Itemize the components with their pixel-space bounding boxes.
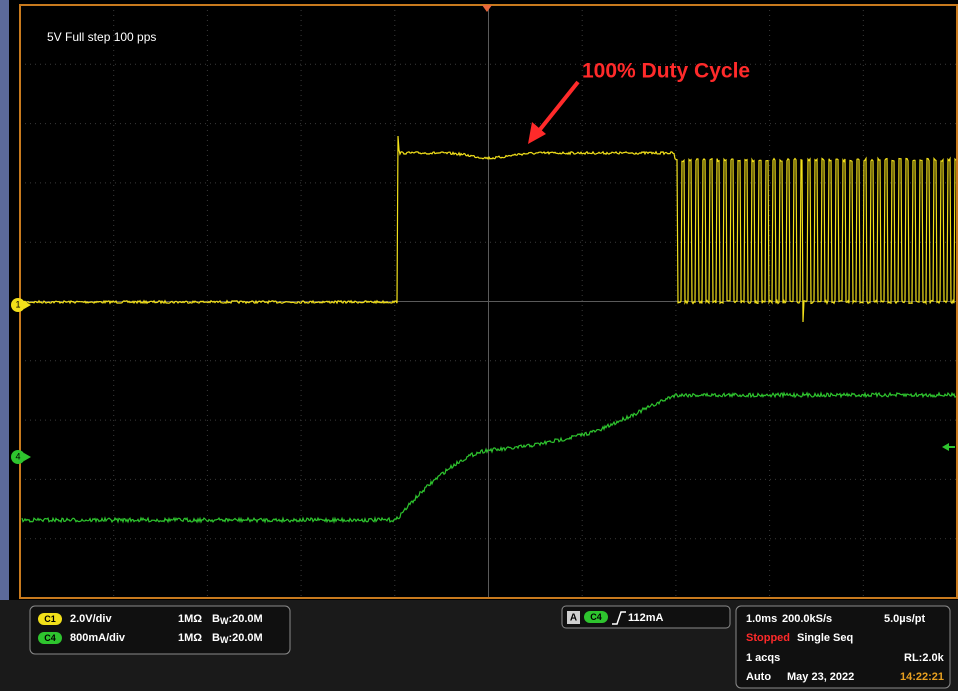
ch4-scale: 800mA/div	[70, 632, 126, 644]
annotation-arrow	[536, 80, 580, 134]
ch4-marker	[11, 450, 25, 464]
trigger-position-marker	[482, 5, 492, 12]
trigger-source-badge	[584, 611, 608, 623]
ch1-marker	[11, 298, 25, 312]
ch1-impedance: 1MΩ	[178, 613, 202, 625]
acq-sequence: Single Seq	[797, 632, 853, 644]
ch4-marker-label: 4	[15, 451, 20, 461]
annotation-arrowhead	[528, 122, 546, 144]
trigger-mode-box	[567, 611, 580, 624]
acquisition-panel	[735, 605, 951, 689]
ch4-trace	[21, 391, 957, 525]
ch1-marker-label: 1	[15, 299, 20, 309]
timebase: 1.0ms	[746, 613, 777, 625]
annotation: 100% Duty Cycle	[582, 60, 750, 83]
ch1-badge-label: C1	[44, 614, 56, 624]
bw-value: :20.0M	[228, 632, 262, 644]
bw-prefix: B	[212, 613, 220, 625]
trigger-source: C4	[590, 612, 602, 622]
bw-prefix: B	[212, 632, 220, 644]
ch4-badge-label: C4	[44, 633, 56, 643]
acq-state: Stopped	[746, 632, 790, 644]
trigger-mode: A	[570, 613, 577, 624]
ch1-bandwidth: BW:20.0M	[212, 613, 263, 626]
ch1-marker-arrow	[24, 301, 31, 309]
time: 14:22:21	[900, 671, 944, 683]
channel-panel	[29, 605, 291, 655]
ch4-offscreen-marker	[942, 443, 955, 451]
trigger-auto: Auto	[746, 671, 771, 683]
ch1-trace	[21, 135, 957, 323]
trigger-slope-icon	[612, 611, 626, 625]
acq-count: 1 acqs	[746, 652, 780, 664]
ch4-bandwidth: BW:20.0M	[212, 632, 263, 645]
left-edge	[0, 0, 9, 600]
ch1-scale: 2.0V/div	[70, 613, 112, 625]
bw-sub: W	[220, 635, 229, 645]
sample-rate: 200.0kS/s	[782, 613, 832, 625]
ch4-marker-arrow	[24, 453, 31, 461]
trigger-level: 112mA	[628, 612, 664, 624]
record-length: RL:2.0k	[904, 652, 945, 664]
ch1-badge	[38, 613, 62, 625]
traces	[21, 135, 957, 525]
screen-label: 5V Full step 100 pps	[47, 30, 156, 44]
ch4-impedance: 1MΩ	[178, 632, 202, 644]
bw-sub: W	[220, 616, 229, 626]
ch4-badge	[38, 632, 62, 644]
date: May 23, 2022	[787, 671, 854, 683]
bw-value: :20.0M	[228, 613, 262, 625]
resolution: 5.0µs/pt	[884, 613, 926, 625]
